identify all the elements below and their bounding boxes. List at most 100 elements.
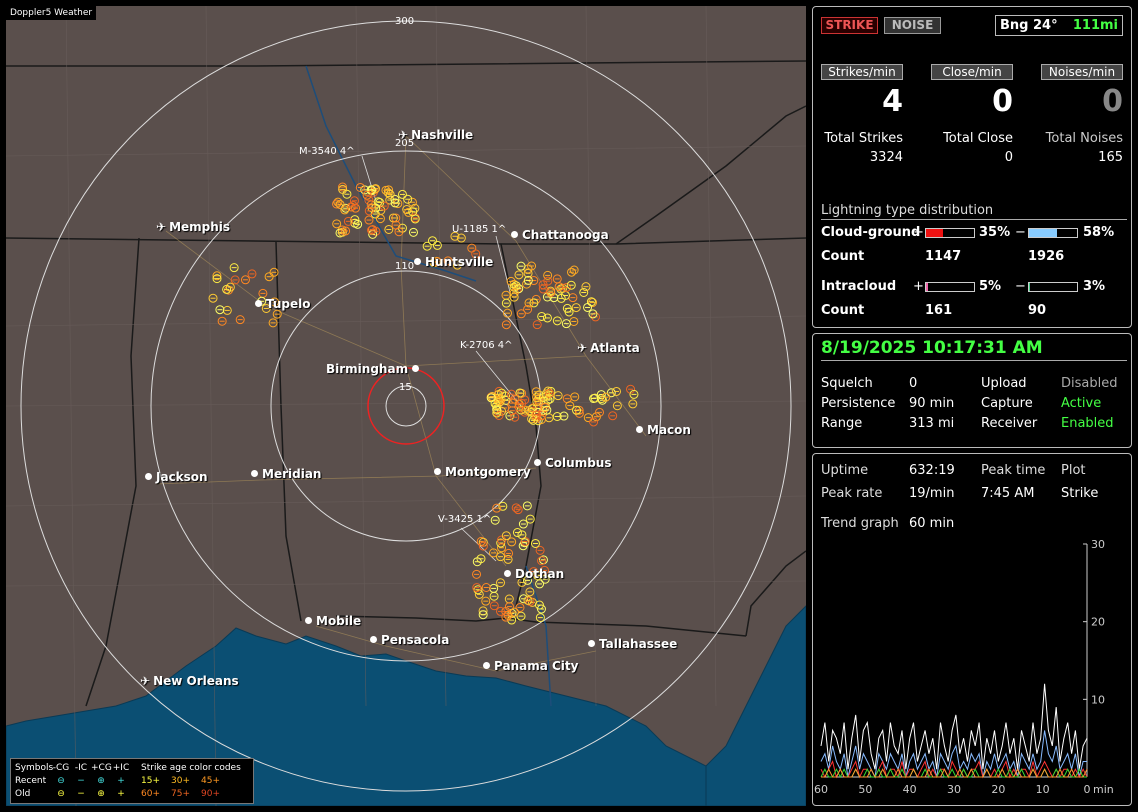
strike-marker bbox=[503, 308, 513, 318]
minus-sign: − bbox=[1015, 225, 1026, 240]
x-tick-label: 20 bbox=[991, 783, 1005, 796]
x-axis-label: min bbox=[1093, 783, 1114, 796]
strike-marker bbox=[552, 411, 562, 421]
noises-per-min-value: 0 bbox=[1102, 84, 1123, 119]
range-ring-label-110: 110 bbox=[395, 261, 415, 272]
city-dot-icon bbox=[412, 365, 420, 372]
strike-marker bbox=[538, 555, 548, 565]
city-dot-icon bbox=[588, 640, 595, 647]
x-tick-label: 10 bbox=[1036, 783, 1050, 796]
storm-cell-label[interactable]: U-1185 1^ bbox=[452, 224, 507, 235]
ic-positive-pct: 5% bbox=[979, 279, 1002, 294]
legend-recent-label: Recent bbox=[15, 775, 47, 786]
strike-marker bbox=[523, 595, 533, 605]
strike-marker bbox=[235, 315, 245, 325]
strike-button[interactable]: STRIKE bbox=[821, 17, 878, 34]
strike-marker bbox=[498, 501, 508, 511]
city-macon: Macon bbox=[636, 423, 691, 437]
strike-marker bbox=[565, 401, 575, 411]
ic-negative-bar bbox=[1028, 282, 1078, 292]
strike-marker bbox=[566, 280, 576, 290]
airport-icon: ✈ bbox=[156, 220, 167, 234]
legend-col: +IC bbox=[112, 762, 130, 773]
city-dot-icon bbox=[370, 636, 377, 643]
upload-label: Upload bbox=[981, 376, 1027, 391]
storm-cell-label[interactable]: K-2706 4^ bbox=[460, 340, 513, 351]
strike-marker bbox=[490, 399, 500, 409]
strike-marker bbox=[472, 583, 482, 593]
storm-cell-label[interactable]: V-3425 1^ bbox=[438, 514, 492, 525]
city-jackson: Jackson bbox=[145, 470, 208, 484]
strike-marker bbox=[488, 548, 498, 558]
trend-graph-label: Trend graph bbox=[821, 516, 899, 531]
strike-marker bbox=[379, 201, 389, 211]
strike-marker bbox=[523, 268, 533, 278]
age-45: 45+ bbox=[201, 775, 220, 786]
neg-ic-icon: − bbox=[77, 788, 85, 799]
total-strikes-value: 3324 bbox=[869, 150, 903, 165]
strike-marker bbox=[407, 197, 417, 207]
storm-cell-label[interactable]: M-3540 4^ bbox=[299, 146, 355, 157]
count-label: Count bbox=[821, 303, 865, 318]
trend-panel: Uptime 632:19 Peak time Plot Peak rate 1… bbox=[812, 453, 1132, 806]
lightning-map[interactable]: Doppler5 Weather 300 205 110 15 M-3540 4… bbox=[6, 6, 806, 806]
upload-value: Disabled bbox=[1061, 376, 1118, 391]
strike-marker bbox=[531, 387, 541, 397]
strike-marker bbox=[570, 392, 580, 402]
status-panel: 8/19/2025 10:17:31 AM Squelch 0 Upload D… bbox=[812, 333, 1132, 448]
strike-marker bbox=[513, 505, 523, 515]
strike-marker bbox=[391, 220, 401, 230]
uptime-label: Uptime bbox=[821, 463, 869, 478]
strike-marker bbox=[594, 407, 604, 417]
strike-marker bbox=[489, 601, 499, 611]
city-birmingham: Birmingham bbox=[326, 362, 420, 376]
strike-marker bbox=[501, 298, 511, 308]
plus-sign: + bbox=[913, 225, 924, 240]
pos-ic-icon: + bbox=[117, 775, 125, 786]
strike-marker bbox=[503, 554, 513, 564]
noise-button[interactable]: NOISE bbox=[884, 17, 941, 34]
strike-marker bbox=[432, 240, 442, 250]
strike-marker bbox=[476, 554, 486, 564]
strike-marker bbox=[524, 298, 534, 308]
city-mobile: Mobile bbox=[305, 614, 361, 628]
strike-marker bbox=[443, 256, 453, 266]
strike-marker bbox=[581, 282, 591, 292]
cg-positive-bar bbox=[925, 228, 975, 238]
strike-marker bbox=[495, 578, 505, 588]
plot-value[interactable]: Strike bbox=[1061, 486, 1099, 501]
neg-ic-icon: − bbox=[77, 775, 85, 786]
total-strikes-label: Total Strikes bbox=[824, 131, 903, 146]
city-columbus: Columbus bbox=[534, 456, 612, 470]
strike-marker bbox=[340, 205, 350, 215]
strike-marker bbox=[537, 311, 547, 321]
strike-marker bbox=[588, 309, 598, 319]
strike-marker bbox=[217, 316, 227, 326]
strike-marker bbox=[384, 224, 394, 234]
strike-marker bbox=[516, 261, 526, 271]
strike-marker bbox=[341, 226, 351, 236]
strike-marker bbox=[611, 386, 621, 396]
city-dot-icon bbox=[483, 662, 490, 669]
strike-marker bbox=[612, 401, 622, 411]
strike-marker bbox=[432, 257, 442, 267]
strike-marker bbox=[569, 265, 579, 275]
strike-marker bbox=[561, 282, 571, 292]
peak-time-value: 7:45 AM bbox=[981, 486, 1035, 501]
strike-marker bbox=[601, 392, 611, 402]
city-montgomery: Montgomery bbox=[434, 465, 531, 479]
strike-marker bbox=[567, 267, 577, 277]
uptime-value: 632:19 bbox=[909, 463, 955, 478]
strike-marker bbox=[541, 391, 551, 401]
strike-marker bbox=[546, 288, 556, 298]
strike-marker bbox=[542, 405, 552, 415]
strikes-per-min-header: Strikes/min bbox=[821, 64, 903, 80]
strike-marker bbox=[523, 275, 533, 285]
city-new-orleans: ✈ New Orleans bbox=[140, 674, 239, 688]
strike-marker bbox=[493, 390, 503, 400]
legend-old-label: Old bbox=[15, 788, 31, 799]
strike-marker bbox=[208, 293, 218, 303]
age-60: 60+ bbox=[141, 788, 160, 799]
strike-marker bbox=[529, 567, 539, 577]
strike-marker bbox=[397, 189, 407, 199]
